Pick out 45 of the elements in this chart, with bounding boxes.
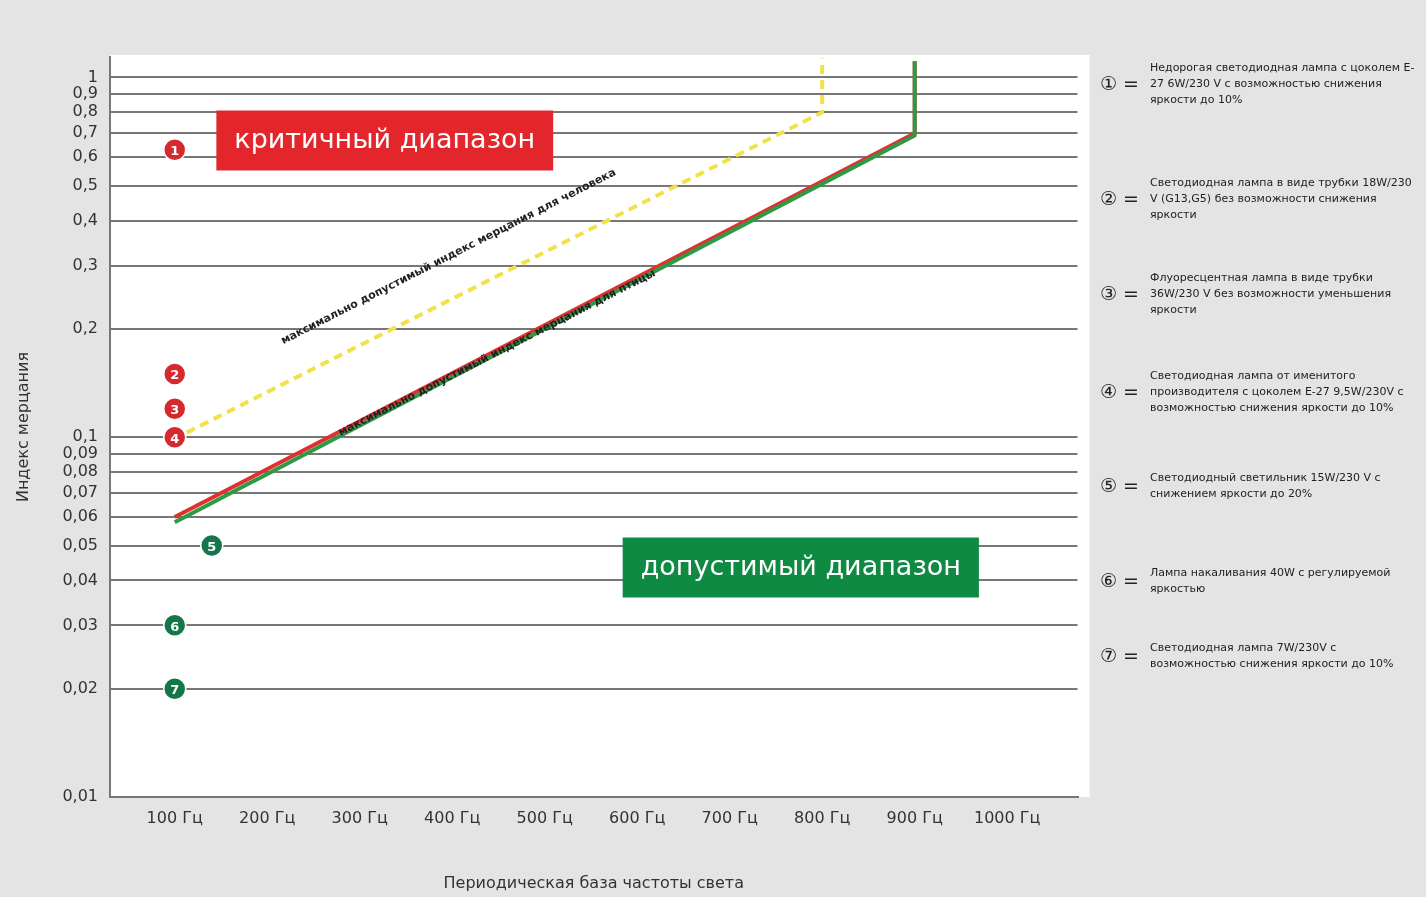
- series-label: 5: [207, 538, 217, 554]
- series-label: 1: [170, 142, 180, 158]
- y-tick-label: 0,03: [62, 614, 98, 634]
- x-tick-label: 700 Гц: [701, 807, 758, 827]
- x-tick-label: 400 Гц: [424, 807, 481, 827]
- text: ② = Светодиодная лампа в виде трубки 18W/230 V (G13,G5) без возможности снижения яркости: [1100, 175, 1413, 223]
- annotation: критичный диапазон: [234, 122, 536, 154]
- annotation: допустимый диапазон: [640, 549, 961, 581]
- x-tick-label: 600 Гц: [609, 807, 666, 827]
- y-tick-label: 0,2: [72, 318, 98, 338]
- y-tick-label: 0,7: [72, 122, 98, 142]
- text: ⑦ = Светодиодная лампа 7W/230V с возможностью снижения яркости до 10%: [1100, 640, 1395, 672]
- series-label: 4: [170, 430, 180, 446]
- series-label: 7: [170, 681, 180, 697]
- series-label: 6: [170, 618, 180, 634]
- x-tick-label: 900 Гц: [886, 807, 943, 827]
- x-tick-label: 300 Гц: [331, 807, 388, 827]
- series-label: 3: [170, 401, 180, 417]
- y-axis-title: Индекс мерцания: [12, 351, 32, 503]
- y-tick-label: 1: [87, 66, 98, 86]
- x-tick-label: 200 Гц: [239, 807, 296, 827]
- y-tick-label: 0,3: [72, 254, 98, 274]
- y-tick-label: 0,01: [62, 786, 98, 806]
- text: ① = Недорогая светодиодная лампа с цоколем E-27 6W/230 V с возможностью снижения яркости до 10%: [1100, 60, 1416, 108]
- y-tick-label: 0,06: [62, 506, 98, 526]
- x-axis-title: Периодическая база частоты света: [443, 872, 744, 892]
- y-tick-label: 0,8: [72, 101, 98, 121]
- x-tick-label: 800 Гц: [794, 807, 851, 827]
- text: ⑤ = Светодиодный светильник 15W/230 V с снижением яркости до 20%: [1100, 470, 1382, 502]
- y-tick-label: 0,02: [62, 677, 98, 697]
- y-tick-label: 0,04: [62, 569, 98, 589]
- y-tick-label: 0,5: [72, 174, 98, 194]
- x-tick-label: 1000 Гц: [973, 807, 1041, 827]
- text: ④ = Светодиодная лампа от именитого производителя с цоколем E-27 9,5W/230V с возможностью снижения яркости до 10%: [1100, 368, 1405, 416]
- y-tick-label: 0,07: [62, 482, 98, 502]
- y-tick-label: 0,05: [62, 534, 98, 554]
- text: ③ = Флуоресцентная лампа в виде трубки 36W/230 V без возможности уменьшения яркости: [1100, 270, 1393, 318]
- y-tick-label: 0,6: [72, 146, 98, 166]
- y-tick-label: 0,08: [62, 461, 98, 481]
- x-tick-label: 500 Гц: [516, 807, 573, 827]
- series-label: 2: [170, 366, 180, 382]
- y-tick-label: 0,9: [72, 83, 98, 103]
- y-tick-label: 0,4: [72, 209, 98, 229]
- x-tick-label: 100 Гц: [146, 807, 203, 827]
- text: ⑥ = Лампа накаливания 40W с регулируемой яркостью: [1100, 565, 1392, 597]
